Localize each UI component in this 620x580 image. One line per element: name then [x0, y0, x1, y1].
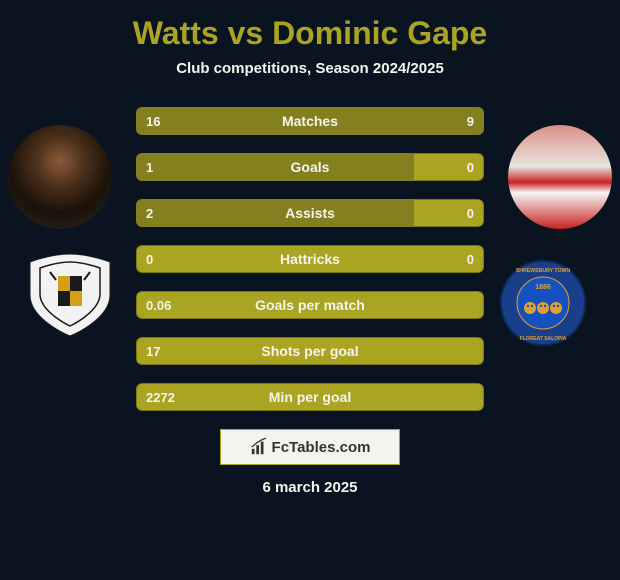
player2-avatar — [508, 125, 612, 229]
chart-icon — [250, 438, 268, 456]
stat-label: Goals — [136, 153, 484, 181]
stat-row: 0.06Goals per match — [136, 291, 484, 319]
stat-row: 00Hattricks — [136, 245, 484, 273]
stat-row: 17Shots per goal — [136, 337, 484, 365]
stat-label: Shots per goal — [136, 337, 484, 365]
brand-box: FcTables.com — [220, 429, 400, 465]
stat-label: Hattricks — [136, 245, 484, 273]
stat-row: 10Goals — [136, 153, 484, 181]
stat-label: Goals per match — [136, 291, 484, 319]
player1-name: Watts — [133, 15, 219, 51]
subtitle: Club competitions, Season 2024/2025 — [0, 60, 620, 77]
svg-text:1886: 1886 — [535, 284, 551, 291]
page-title: Watts vs Dominic Gape — [0, 15, 620, 52]
stats-container: 169Matches 10Goals 20Assists 00Hattricks 0.0… — [136, 107, 484, 411]
stat-row: 2272Min per goal — [136, 383, 484, 411]
stat-label: Min per goal — [136, 383, 484, 411]
stat-row: 169Matches — [136, 107, 484, 135]
player1-club-crest — [20, 250, 120, 340]
vs-text: vs — [228, 15, 264, 51]
player2-club-crest: SHREWSBURY TOWN FLOREAT SALOPIA 1886 — [498, 258, 598, 348]
player1-avatar — [8, 125, 112, 229]
player2-name: Dominic Gape — [272, 15, 487, 51]
date-text: 6 march 2025 — [0, 479, 620, 496]
brand-text: FcTables.com — [272, 439, 371, 456]
svg-text:SHREWSBURY TOWN: SHREWSBURY TOWN — [516, 268, 571, 274]
svg-text:FLOREAT SALOPIA: FLOREAT SALOPIA — [520, 336, 567, 342]
stat-row: 20Assists — [136, 199, 484, 227]
stat-label: Assists — [136, 199, 484, 227]
stat-label: Matches — [136, 107, 484, 135]
